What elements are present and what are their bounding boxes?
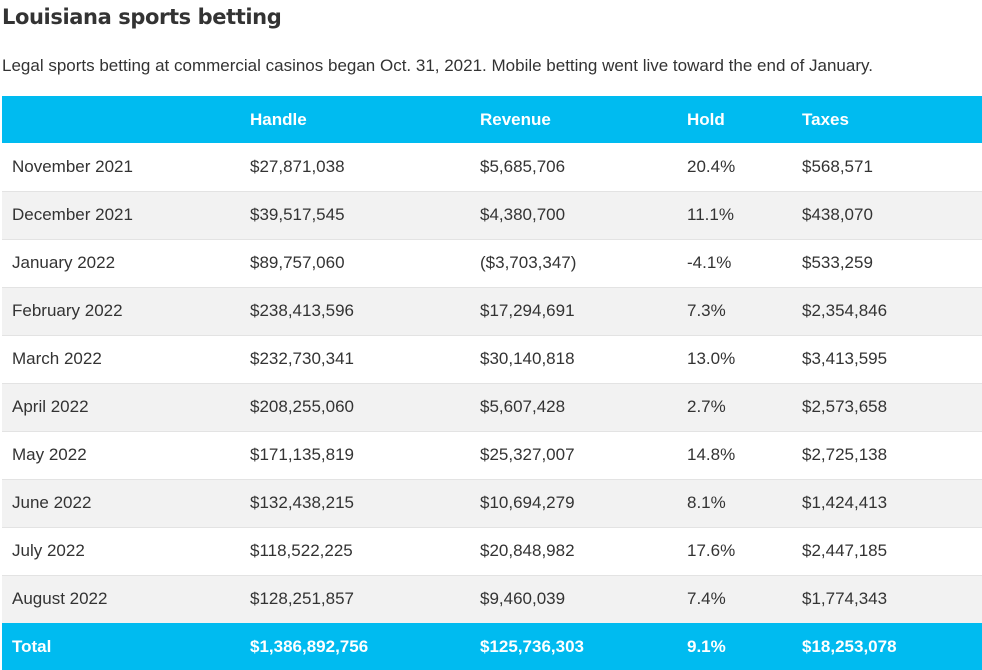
table-header-row: Handle Revenue Hold Taxes <box>2 96 982 143</box>
cell-month: August 2022 <box>2 574 240 623</box>
cell-taxes: $568,571 <box>802 156 873 176</box>
cell-taxes: $1,774,343 <box>792 574 982 623</box>
table-row: May 2022 $171,135,819 $25,327,007 14.8% … <box>2 430 982 479</box>
cell-handle: $39,517,545 <box>240 190 470 239</box>
cell-hold: 8.1% <box>677 478 792 527</box>
cell-hold: 7.3% <box>677 286 792 335</box>
cell-revenue: $10,694,279 <box>470 478 677 527</box>
table-total-row: Total $1,386,892,756 $125,736,303 9.1% $… <box>2 623 982 670</box>
cell-taxes: $2,725,138 <box>792 430 982 479</box>
cell-handle: $27,871,038 <box>250 156 345 176</box>
cell-month: March 2022 <box>2 334 240 383</box>
table-row: March 2022 $232,730,341 $30,140,818 13.0… <box>2 334 982 383</box>
cell-month: May 2022 <box>2 430 240 479</box>
cell-handle: $171,135,819 <box>240 430 470 479</box>
total-revenue: $125,736,303 <box>480 636 584 656</box>
cell-taxes: $2,354,846 <box>792 286 982 335</box>
total-label: Total <box>12 636 52 656</box>
cell-revenue: $25,327,007 <box>470 430 677 479</box>
total-hold: 9.1% <box>687 636 726 656</box>
cell-revenue: $30,140,818 <box>470 334 677 383</box>
cell-revenue: $9,460,039 <box>470 574 677 623</box>
cell-hold: 17.6% <box>677 526 792 575</box>
table-row: April 2022 $208,255,060 $5,607,428 2.7% … <box>2 382 982 431</box>
cell-hold: 7.4% <box>677 574 792 623</box>
cell-taxes: $3,413,595 <box>792 334 982 383</box>
table-row: July 2022 $118,522,225 $20,848,982 17.6%… <box>2 526 982 575</box>
cell-month: April 2022 <box>2 382 240 431</box>
cell-taxes: $2,573,658 <box>792 382 982 431</box>
page-title: Louisiana sports betting <box>2 5 282 29</box>
table-row: June 2022 $132,438,215 $10,694,279 8.1% … <box>2 478 982 527</box>
cell-handle: $128,251,857 <box>240 574 470 623</box>
cell-revenue: $17,294,691 <box>470 286 677 335</box>
header-handle: Handle <box>250 109 307 129</box>
table-row: November 2021 $27,871,038 $5,685,706 20.… <box>2 143 982 191</box>
cell-hold: -4.1% <box>677 238 792 287</box>
cell-month: December 2021 <box>2 190 240 239</box>
cell-handle: $118,522,225 <box>240 526 470 575</box>
cell-revenue: $5,685,706 <box>480 156 566 176</box>
table-row: February 2022 $238,413,596 $17,294,691 7… <box>2 286 982 335</box>
betting-table: Handle Revenue Hold Taxes November 2021 … <box>2 96 982 670</box>
cell-hold: 11.1% <box>677 190 792 239</box>
page-subtitle: Legal sports betting at commercial casin… <box>2 56 873 75</box>
cell-revenue: ($3,703,347) <box>470 238 677 287</box>
cell-revenue: $20,848,982 <box>470 526 677 575</box>
total-handle: $1,386,892,756 <box>250 636 369 656</box>
cell-month: June 2022 <box>2 478 240 527</box>
cell-taxes: $2,447,185 <box>792 526 982 575</box>
cell-handle: $238,413,596 <box>240 286 470 335</box>
cell-month: January 2022 <box>2 238 240 287</box>
cell-hold: 14.8% <box>677 430 792 479</box>
cell-month: February 2022 <box>2 286 240 335</box>
cell-handle: $89,757,060 <box>240 238 470 287</box>
cell-hold: 20.4% <box>687 156 736 176</box>
cell-taxes: $533,259 <box>792 238 982 287</box>
header-month <box>2 96 240 143</box>
table-row: August 2022 $128,251,857 $9,460,039 7.4%… <box>2 574 982 623</box>
cell-revenue: $5,607,428 <box>470 382 677 431</box>
header-taxes: Taxes <box>802 109 849 129</box>
table-row: January 2022 $89,757,060 ($3,703,347) -4… <box>2 238 982 287</box>
header-revenue: Revenue <box>480 109 551 129</box>
cell-taxes: $438,070 <box>792 190 982 239</box>
total-taxes: $18,253,078 <box>802 636 897 656</box>
cell-hold: 2.7% <box>677 382 792 431</box>
cell-month: July 2022 <box>2 526 240 575</box>
header-hold: Hold <box>687 109 725 129</box>
table-row: December 2021 $39,517,545 $4,380,700 11.… <box>2 190 982 239</box>
cell-month: November 2021 <box>12 156 133 176</box>
cell-revenue: $4,380,700 <box>470 190 677 239</box>
cell-handle: $132,438,215 <box>240 478 470 527</box>
cell-taxes: $1,424,413 <box>792 478 982 527</box>
cell-handle: $208,255,060 <box>240 382 470 431</box>
cell-handle: $232,730,341 <box>240 334 470 383</box>
cell-hold: 13.0% <box>677 334 792 383</box>
